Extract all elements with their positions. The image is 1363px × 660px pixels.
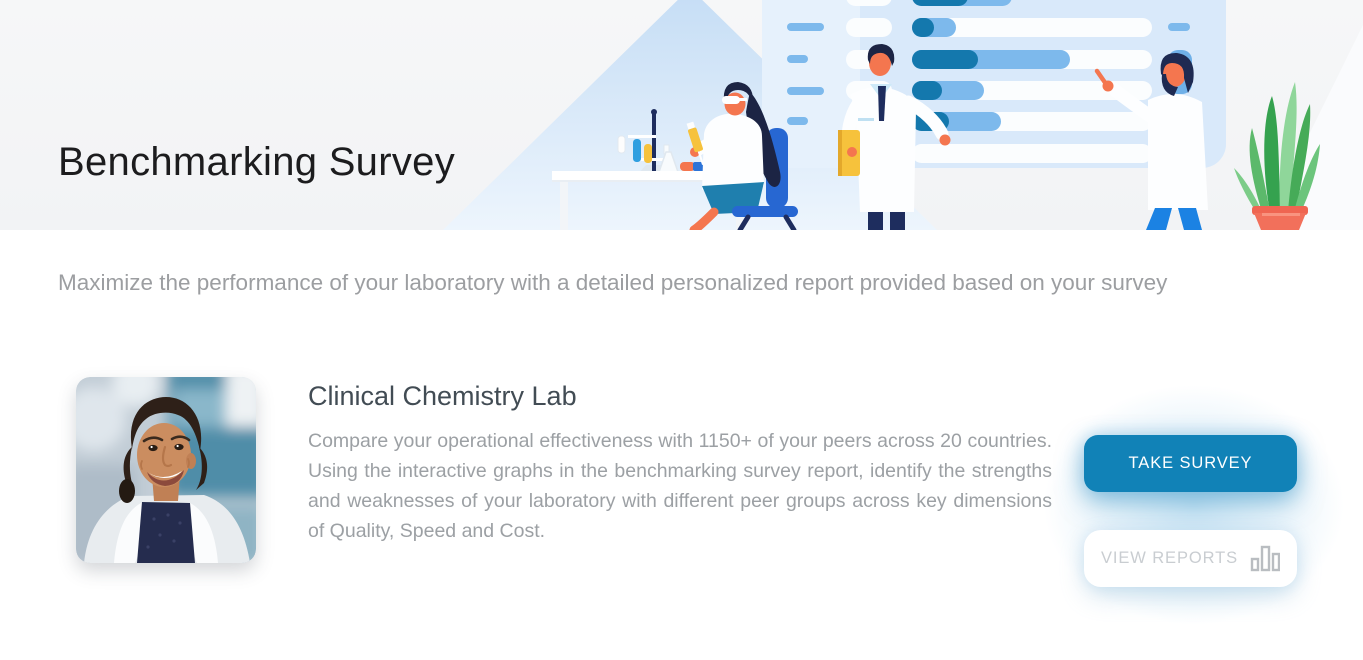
scientist-pointing (1094, 52, 1208, 230)
bar-chart-icon (1250, 545, 1280, 572)
survey-card: Clinical Chemistry Lab Compare your oper… (76, 377, 1363, 625)
page-title: Benchmarking Survey (58, 140, 455, 184)
take-survey-label: TAKE SURVEY (1128, 454, 1253, 472)
card-title: Clinical Chemistry Lab (308, 381, 577, 411)
card-content: Clinical Chemistry Lab Compare your oper… (308, 377, 1052, 546)
hero-banner: Benchmarking Survey (0, 0, 1363, 230)
view-reports-button[interactable]: VIEW REPORTS (1084, 530, 1297, 587)
intro-text: Maximize the performance of your laborat… (58, 270, 1168, 295)
scientist-standing (838, 44, 951, 230)
scientist-photo (76, 377, 256, 563)
laboratory-scientists-illustration (443, 0, 1363, 230)
scientist-at-desk (686, 82, 798, 230)
smiling-scientist-portrait (76, 377, 256, 563)
take-survey-button[interactable]: TAKE SURVEY (1084, 435, 1297, 492)
view-reports-label: VIEW REPORTS (1100, 549, 1238, 567)
cta-column: TAKE SURVEY VIEW REPORTS (1044, 377, 1344, 625)
card-description: Compare your operational effectiveness w… (308, 430, 1052, 542)
plant (1234, 82, 1320, 230)
